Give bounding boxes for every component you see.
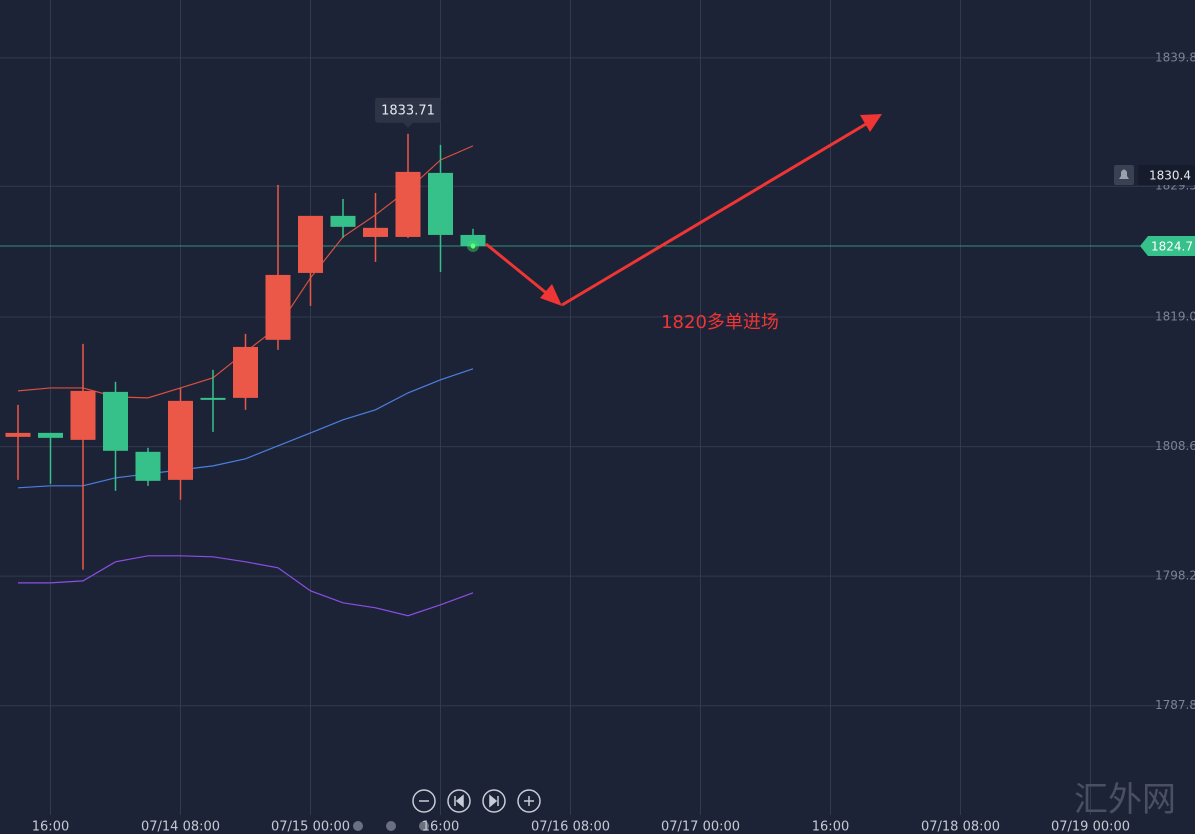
candle-body <box>233 346 258 398</box>
y-tick-label: 1819.0 <box>1155 310 1195 324</box>
pager-dot[interactable] <box>386 821 396 831</box>
end-button[interactable] <box>482 789 506 813</box>
alert-bell-icon <box>1119 169 1129 180</box>
candle-body <box>38 432 63 438</box>
arrow-head <box>860 114 882 132</box>
arrow-up <box>561 122 867 307</box>
candle-body <box>428 172 453 235</box>
candle-body <box>363 227 388 237</box>
x-tick-label: 07/15 00:00 <box>271 820 350 834</box>
alert-price-label: 1830.4 <box>1149 169 1191 183</box>
arrow-head <box>540 284 562 306</box>
x-tick-label: 16:00 <box>32 820 69 834</box>
moving-average-line <box>17 368 474 489</box>
candle-body <box>5 432 31 437</box>
pager-dot[interactable] <box>353 821 363 831</box>
zoom-in-button[interactable] <box>517 789 541 813</box>
max-label-box <box>375 97 441 123</box>
marks: 1833.71 <box>0 97 1140 617</box>
trade-arrows <box>485 114 882 307</box>
current-price-tag <box>1140 236 1195 257</box>
zoom-out-button[interactable] <box>412 789 436 813</box>
grid <box>0 0 1195 815</box>
candle-body <box>168 400 193 480</box>
candle-body <box>200 397 226 400</box>
moving-average-line <box>18 555 474 617</box>
x-tick-label: 16:00 <box>422 820 459 834</box>
arrow-down <box>485 242 551 298</box>
annotation: 1820多单进场 <box>661 312 779 333</box>
x-tick-label: 07/16 08:00 <box>531 820 610 834</box>
y-tick-label: 1839.8 <box>1155 50 1195 64</box>
candle-body <box>103 391 128 451</box>
y-tick-label: 1808.6 <box>1155 439 1195 453</box>
candle-body <box>395 171 421 237</box>
current-price-label: 1824.7 <box>1151 240 1193 254</box>
x-tick-label: 07/17 00:00 <box>661 820 740 834</box>
x-tick-label: 07/19 00:00 <box>1051 820 1130 834</box>
x-tick-label: 07/18 08:00 <box>921 820 1000 834</box>
watermark: 汇外网 <box>1074 780 1176 820</box>
y-tick-label: 1787.8 <box>1155 698 1195 712</box>
alert-price-box <box>1138 165 1195 186</box>
candle-body <box>265 274 291 340</box>
pager-dot[interactable] <box>419 821 429 831</box>
candle-body <box>298 215 323 273</box>
max-label-pointer <box>403 122 413 128</box>
start-button[interactable] <box>447 789 471 813</box>
live-dot <box>470 243 476 249</box>
x-tick-label: 07/14 08:00 <box>141 820 220 834</box>
x-tick-label: 16:00 <box>812 820 849 834</box>
candle-body <box>330 215 356 227</box>
candle-body <box>135 451 161 481</box>
y-tick-label: 1798.2 <box>1155 569 1195 583</box>
max-label: 1833.71 <box>381 103 435 118</box>
candle-body <box>70 390 96 440</box>
nav-buttons <box>412 789 541 813</box>
pager-dots <box>353 821 429 831</box>
candle-body <box>460 234 486 247</box>
